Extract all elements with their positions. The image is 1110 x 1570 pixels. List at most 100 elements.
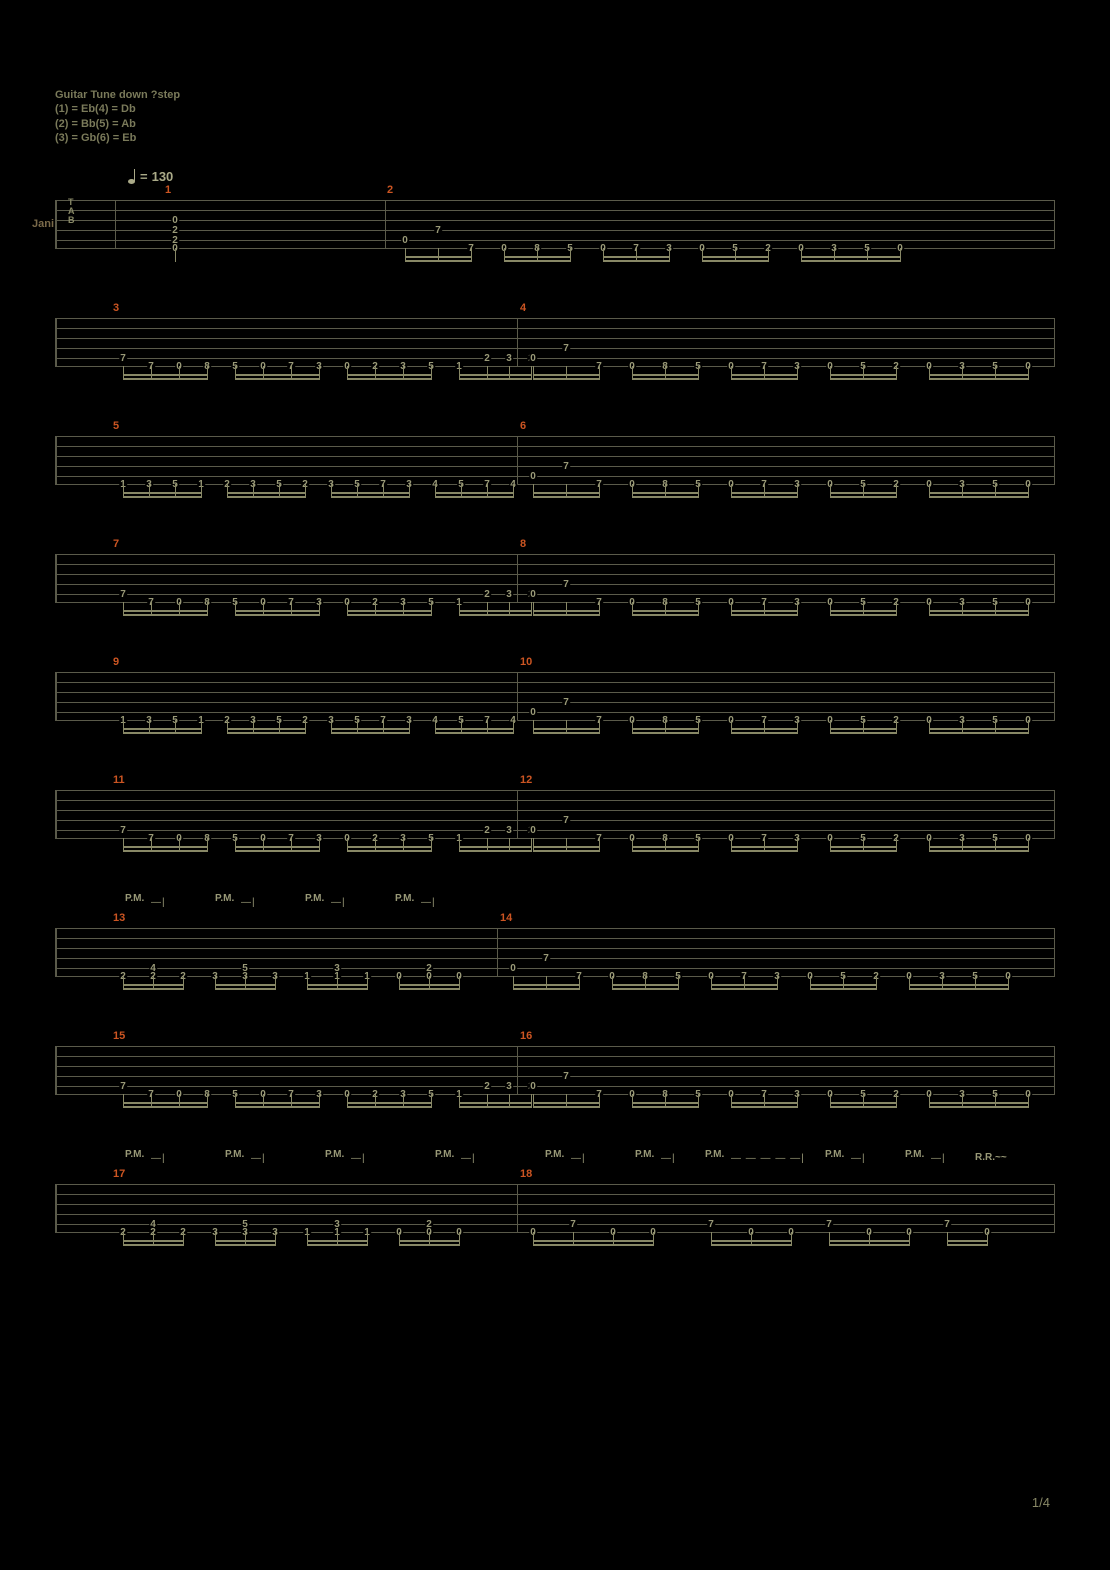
quarter-note-icon [128, 168, 136, 184]
staff-line [55, 1194, 1055, 1195]
tab-row: 157708507302351232160770850730520350 [55, 1046, 1055, 1096]
beam [123, 846, 208, 848]
beam [603, 260, 670, 262]
palm-mute-marking: P.M. [325, 1149, 344, 1160]
beam [947, 1244, 988, 1246]
beam [632, 496, 699, 498]
staff-line [55, 1086, 1055, 1087]
beam [227, 732, 306, 734]
staff-line [55, 692, 1055, 693]
beam [235, 850, 320, 852]
staff-line [55, 1076, 1055, 1077]
barline [55, 1184, 57, 1232]
beam [632, 850, 699, 852]
beam [810, 988, 877, 990]
beam [513, 988, 580, 990]
beam [533, 378, 600, 380]
beam [331, 728, 410, 730]
beam [830, 732, 897, 734]
beam [399, 988, 460, 990]
beam [830, 492, 897, 494]
beam [123, 1106, 208, 1108]
beam [711, 984, 778, 986]
beam [929, 850, 1029, 852]
beam [123, 496, 202, 498]
staff: P.M.—|P.M.—|P.M.—|P.M.—|P.M.—|P.M.—|P.M.… [55, 1184, 1055, 1234]
beam [513, 984, 580, 986]
fret-number: 7 [943, 1219, 951, 1230]
tab-row: 7770850730235123280770850730520350 [55, 554, 1055, 604]
palm-mute-marking: P.M. [125, 893, 144, 904]
fret-number: 0 [509, 963, 517, 974]
measure-number: 2 [387, 184, 393, 196]
beam [702, 260, 769, 262]
palm-mute-extent: —| [251, 1153, 266, 1164]
beam [347, 1102, 432, 1104]
beam [123, 492, 202, 494]
staff-line [55, 554, 1055, 555]
measure-number: 18 [520, 1168, 532, 1180]
fret-number: 7 [562, 461, 570, 472]
tempo-equals: = [140, 169, 148, 184]
tuning-line-2: (2) = Bb(5) = Ab [55, 117, 180, 131]
staff-line [55, 720, 1055, 721]
beam [123, 1102, 208, 1104]
barline [55, 318, 57, 366]
barline [517, 790, 518, 838]
staff-line [55, 476, 1055, 477]
tuning-line-1: (1) = Eb(4) = Db [55, 102, 180, 116]
measure-number: 8 [520, 538, 526, 550]
beam [632, 732, 699, 734]
staff-line [55, 446, 1055, 447]
palm-mute-extent: —| [241, 897, 256, 908]
beam [504, 256, 571, 258]
beam [929, 374, 1029, 376]
barline [517, 672, 518, 720]
beam [347, 374, 432, 376]
barline [55, 672, 57, 720]
palm-mute-marking: P.M. [545, 1149, 564, 1160]
beam [801, 260, 901, 262]
beam [347, 378, 432, 380]
beam [123, 378, 208, 380]
beam [215, 1244, 276, 1246]
beam [929, 1102, 1029, 1104]
beam [123, 732, 202, 734]
beam [399, 984, 460, 986]
tuning-line-3: (3) = Gb(6) = Eb [55, 131, 180, 145]
beam [123, 374, 208, 376]
barline [55, 436, 57, 484]
beam [347, 610, 432, 612]
palm-mute-marking: P.M. [305, 893, 324, 904]
staff-line [55, 1184, 1055, 1185]
staff: P.M.—|P.M.—|P.M.—|P.M.—|1342225333311120… [55, 928, 1055, 978]
fret-number: 7 [825, 1219, 833, 1230]
fret-number: 0 [529, 353, 537, 364]
staff-line [55, 800, 1055, 801]
staff-line [55, 1204, 1055, 1205]
staff-line [55, 958, 1055, 959]
staff-line [55, 484, 1055, 485]
beam [123, 610, 208, 612]
beam [711, 988, 778, 990]
fret-number: 7 [562, 815, 570, 826]
beam [731, 728, 798, 730]
barline [517, 1184, 518, 1232]
tab-row: 117708507302351232120770850730520350 [55, 790, 1055, 840]
staff-line [55, 790, 1055, 791]
beam [123, 1240, 184, 1242]
beam [347, 846, 432, 848]
beam [533, 492, 600, 494]
palm-mute-marking: P.M. [215, 893, 234, 904]
beam [830, 728, 897, 730]
beam [459, 614, 532, 616]
staff-line [55, 338, 1055, 339]
palm-mute-marking: P.M. [705, 1149, 724, 1160]
staff-line [55, 574, 1055, 575]
beam [331, 732, 410, 734]
fret-number: 7 [119, 1081, 127, 1092]
beam [830, 496, 897, 498]
beam [459, 610, 532, 612]
staff-line [55, 436, 1055, 437]
beam [235, 1102, 320, 1104]
